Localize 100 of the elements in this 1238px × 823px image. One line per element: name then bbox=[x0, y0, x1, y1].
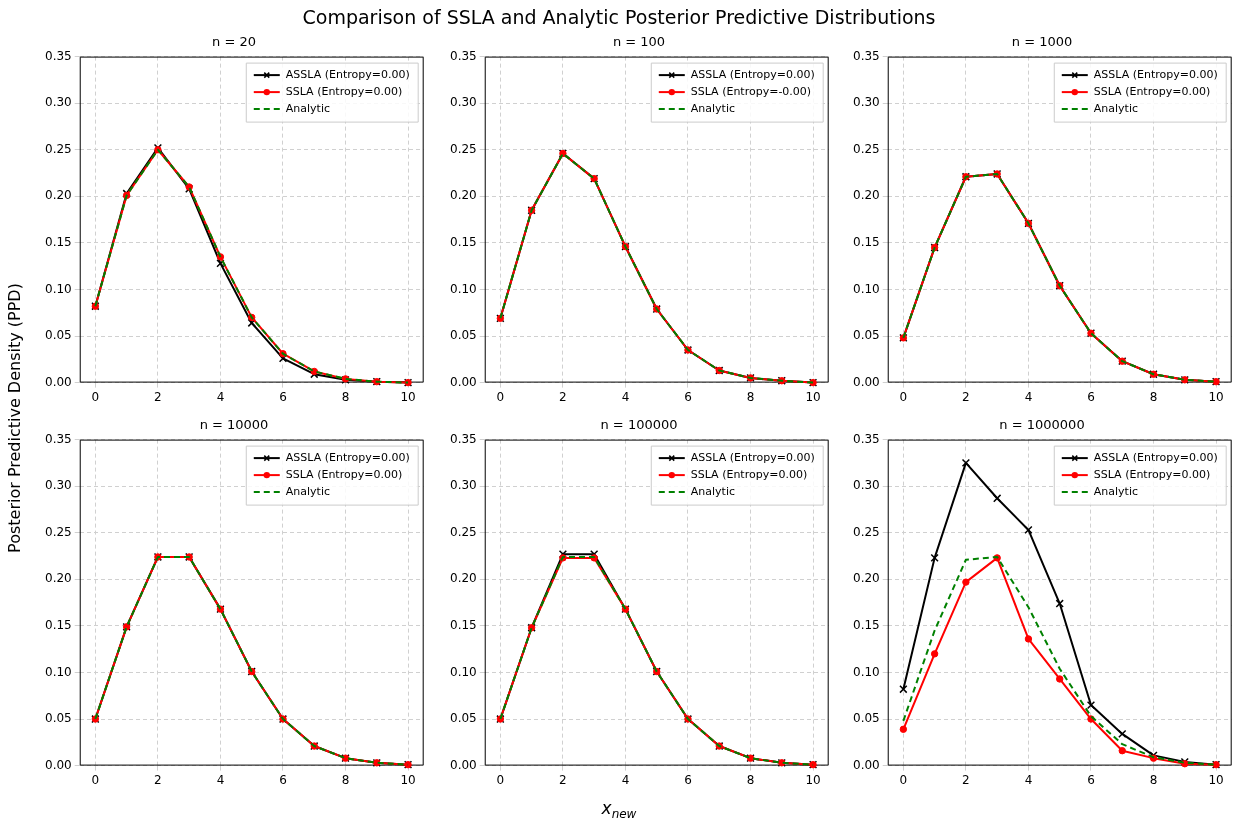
y-tick-label: 0.30 bbox=[853, 478, 880, 493]
chart-title: n = 1000 bbox=[1011, 34, 1073, 50]
y-tick-label: 0.25 bbox=[853, 141, 880, 156]
y-tick-label: 0.30 bbox=[450, 478, 477, 493]
y-tick-label: 0.35 bbox=[450, 431, 477, 446]
legend-label: SSLA (Entropy=0.00) bbox=[690, 468, 808, 482]
y-tick-label: 0.35 bbox=[45, 431, 72, 446]
legend-label: Analytic bbox=[285, 102, 331, 116]
x-tick-label: 8 bbox=[746, 389, 755, 404]
chart-title: n = 100 bbox=[612, 34, 666, 50]
x-tick-label: 0 bbox=[899, 389, 908, 404]
y-tick-label: 0.30 bbox=[853, 95, 880, 110]
x-tick-label: 0 bbox=[496, 772, 505, 787]
legend-label: SSLA (Entropy=-0.00) bbox=[690, 85, 812, 99]
y-axis-title: Posterior Predictive Density (PPD) bbox=[5, 282, 25, 555]
y-tick-label: 0.35 bbox=[853, 431, 880, 446]
x-tick-label: 2 bbox=[559, 772, 567, 787]
chart-title: n = 1000000 bbox=[999, 417, 1085, 433]
text: Comparison of SSLA and Analytic Posterior Predictive Distributions bbox=[301, 6, 937, 28]
x-tick-label: 2 bbox=[962, 772, 970, 787]
y-tick-label: 0.10 bbox=[450, 664, 477, 679]
y-tick-label: 0.25 bbox=[45, 524, 72, 539]
x-tick-label: 0 bbox=[899, 772, 908, 787]
x-tick-label: 10 bbox=[400, 772, 416, 787]
x-tick-label: 4 bbox=[216, 772, 225, 787]
y-tick-label: 0.35 bbox=[450, 48, 477, 63]
x-tick-label: 4 bbox=[1024, 389, 1033, 404]
x-tick-label: 4 bbox=[1024, 772, 1033, 787]
y-tick-label: 0.15 bbox=[853, 618, 880, 633]
legend-label: Analytic bbox=[1093, 102, 1139, 116]
y-tick-label: 0.10 bbox=[853, 281, 880, 296]
chart-title: n = 100000 bbox=[600, 417, 678, 433]
x-tick-label: 0 bbox=[91, 772, 100, 787]
x-tick-label: 8 bbox=[1149, 772, 1158, 787]
y-tick-label: 0.30 bbox=[450, 95, 477, 110]
x-tick-label: 8 bbox=[746, 772, 755, 787]
y-tick-label: 0.05 bbox=[45, 711, 72, 726]
y-tick-label: 0.25 bbox=[853, 524, 880, 539]
x-tick-label: 2 bbox=[154, 772, 162, 787]
legend-label: SSLA (Entropy=0.00) bbox=[1093, 85, 1211, 99]
x-tick-label: 10 bbox=[1208, 772, 1224, 787]
x-tick-label: 2 bbox=[154, 389, 162, 404]
legend-label: SSLA (Entropy=0.00) bbox=[1093, 468, 1211, 482]
y-tick-label: 0.35 bbox=[45, 48, 72, 63]
y-tick-label: 0.15 bbox=[45, 235, 72, 250]
y-tick-label: 0.00 bbox=[45, 374, 72, 389]
y-tick-label: 0.20 bbox=[45, 571, 72, 586]
y-tick-label: 0.05 bbox=[450, 328, 477, 343]
y-tick-label: 0.30 bbox=[45, 95, 72, 110]
x-tick-label: 10 bbox=[1208, 389, 1224, 404]
legend-label: ASSLA (Entropy=0.00) bbox=[690, 451, 815, 465]
legend-label: SSLA (Entropy=0.00) bbox=[285, 85, 403, 99]
x-tick-label: 6 bbox=[279, 772, 287, 787]
y-tick-label: 0.05 bbox=[853, 328, 880, 343]
x-tick-label: 0 bbox=[496, 389, 505, 404]
y-tick-label: 0.15 bbox=[450, 618, 477, 633]
y-tick-label: 0.15 bbox=[450, 235, 477, 250]
legend-label: SSLA (Entropy=0.00) bbox=[285, 468, 403, 482]
legend-label: ASSLA (Entropy=0.00) bbox=[1093, 451, 1218, 465]
chart-title: n = 10000 bbox=[199, 417, 269, 433]
legend-label: Analytic bbox=[690, 485, 736, 499]
y-tick-label: 0.25 bbox=[450, 524, 477, 539]
y-tick-label: 0.10 bbox=[45, 664, 72, 679]
y-tick-label: 0.15 bbox=[45, 618, 72, 633]
x-tick-label: 6 bbox=[1087, 772, 1095, 787]
legend-label: Analytic bbox=[1093, 485, 1139, 499]
y-tick-label: 0.20 bbox=[450, 571, 477, 586]
legend-label: ASSLA (Entropy=0.00) bbox=[1093, 68, 1218, 82]
chart-title: n = 20 bbox=[212, 34, 256, 50]
y-tick-label: 0.20 bbox=[853, 571, 880, 586]
y-tick-label: 0.00 bbox=[450, 374, 477, 389]
x-tick-label: 6 bbox=[684, 772, 692, 787]
y-tick-label: 0.10 bbox=[45, 281, 72, 296]
legend-label: Analytic bbox=[690, 102, 736, 116]
y-tick-label: 0.05 bbox=[45, 328, 72, 343]
y-tick-label: 0.00 bbox=[853, 374, 880, 389]
y-tick-label: 0.25 bbox=[45, 141, 72, 156]
x-tick-label: 6 bbox=[1087, 389, 1095, 404]
y-tick-label: 0.00 bbox=[450, 757, 477, 772]
x-tick-label: 10 bbox=[400, 389, 416, 404]
x-tick-label: 0 bbox=[91, 389, 100, 404]
x-tick-label: 4 bbox=[621, 389, 630, 404]
y-tick-label: 0.20 bbox=[450, 188, 477, 203]
legend-label: ASSLA (Entropy=0.00) bbox=[285, 68, 410, 82]
x-tick-label: 6 bbox=[684, 389, 692, 404]
x-tick-label: 4 bbox=[621, 772, 630, 787]
legend-label: ASSLA (Entropy=0.00) bbox=[690, 68, 815, 82]
x-tick-label: 2 bbox=[559, 389, 567, 404]
x-tick-label: 2 bbox=[962, 389, 970, 404]
x-axis-title: x$_{new}$ bbox=[600, 798, 638, 822]
y-tick-label: 0.00 bbox=[853, 757, 880, 772]
y-tick-label: 0.05 bbox=[853, 711, 880, 726]
x-tick-label: 4 bbox=[216, 389, 225, 404]
y-tick-label: 0.00 bbox=[45, 757, 72, 772]
x-tick-label: 8 bbox=[341, 772, 350, 787]
y-tick-label: 0.25 bbox=[450, 141, 477, 156]
y-tick-label: 0.20 bbox=[853, 188, 880, 203]
x-tick-label: 8 bbox=[341, 389, 350, 404]
y-tick-label: 0.10 bbox=[450, 281, 477, 296]
x-tick-label: 6 bbox=[279, 389, 287, 404]
